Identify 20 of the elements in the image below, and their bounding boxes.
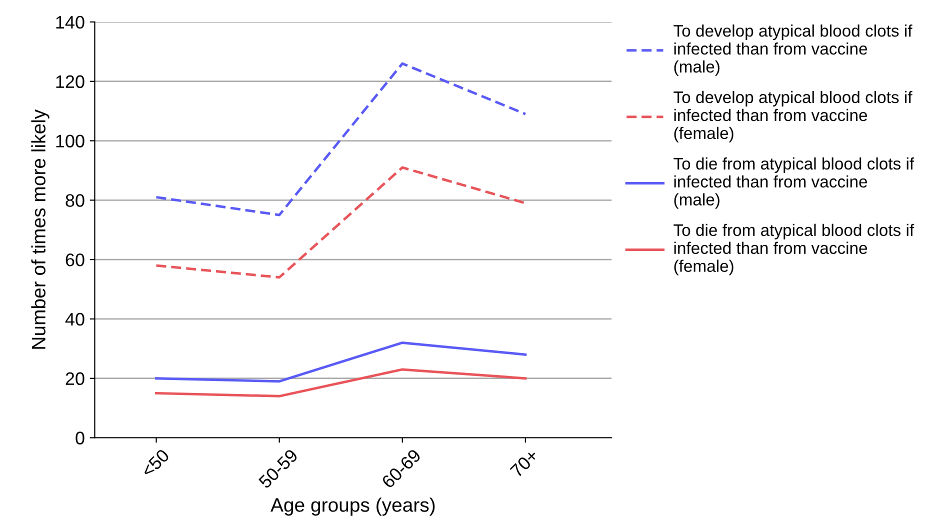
y-tick-label: 40 [65,312,84,326]
y-tick-label: 60 [66,253,84,266]
legend-label: To die from atypical blood clots if infected than from vaccine (female) [674,224,914,276]
y-axis-title: Number of times more likely [31,109,50,349]
y-tick-label: 140 [56,16,84,29]
x-tick-label: 70+ [510,448,540,478]
y-tick-label: 100 [56,134,84,148]
line-series [155,166,527,279]
line-series [155,368,527,398]
legend-label: To die from atypical blood clots if infected than from vaccine (male) [674,157,914,209]
legend-label: To develop atypical blood clots if infected than from vaccine (male) [674,24,912,76]
y-tick-label: 80 [66,194,84,207]
y-tick-label: 20 [66,372,84,386]
line-series [155,341,527,383]
x-tick-label: <50 [140,448,170,478]
y-tick-label: 120 [56,75,84,88]
legend-label: To develop atypical blood clots if infected than from vaccine (female) [674,90,912,142]
line-series [155,62,527,216]
x-axis-title: Age groups (years) [270,498,435,516]
y-tick-label: 0 [76,432,84,444]
